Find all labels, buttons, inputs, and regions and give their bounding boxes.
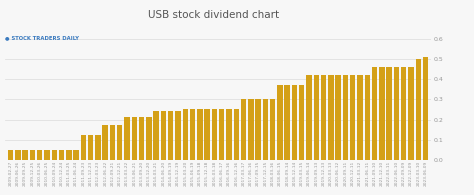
Bar xyxy=(255,99,261,160)
Text: USB stock dividend chart: USB stock dividend chart xyxy=(148,10,279,20)
Bar xyxy=(241,99,246,160)
Bar xyxy=(423,57,428,160)
Bar xyxy=(102,125,108,160)
Bar xyxy=(37,150,42,160)
Bar xyxy=(219,108,224,160)
Bar xyxy=(408,67,414,160)
Bar xyxy=(182,108,188,160)
Bar xyxy=(306,75,312,160)
Bar xyxy=(88,135,93,160)
Bar xyxy=(81,135,86,160)
Bar xyxy=(357,75,363,160)
Bar xyxy=(284,85,290,160)
Bar xyxy=(132,117,137,160)
Bar xyxy=(248,99,254,160)
Bar xyxy=(204,108,210,160)
Bar xyxy=(350,75,356,160)
Bar xyxy=(416,59,421,160)
Bar xyxy=(110,125,115,160)
Bar xyxy=(59,150,64,160)
Bar xyxy=(365,75,370,160)
Bar xyxy=(175,111,181,160)
Bar xyxy=(343,75,348,160)
Bar xyxy=(379,67,384,160)
Bar xyxy=(66,150,72,160)
Bar xyxy=(8,150,13,160)
Bar xyxy=(212,108,217,160)
Bar xyxy=(299,85,304,160)
Bar xyxy=(197,108,202,160)
Bar xyxy=(124,117,130,160)
Bar xyxy=(270,99,275,160)
Bar xyxy=(117,125,122,160)
Bar xyxy=(139,117,144,160)
Bar xyxy=(321,75,326,160)
Bar xyxy=(73,150,79,160)
Bar xyxy=(372,67,377,160)
Bar xyxy=(30,150,35,160)
Bar xyxy=(277,85,283,160)
Bar xyxy=(401,67,406,160)
Bar xyxy=(95,135,100,160)
Text: ● STOCK TRADERS DAILY: ● STOCK TRADERS DAILY xyxy=(5,35,79,40)
Bar xyxy=(15,150,20,160)
Bar xyxy=(226,108,232,160)
Bar xyxy=(328,75,334,160)
Bar xyxy=(44,150,50,160)
Bar xyxy=(394,67,399,160)
Bar xyxy=(161,111,166,160)
Bar xyxy=(386,67,392,160)
Bar xyxy=(292,85,297,160)
Bar xyxy=(52,150,57,160)
Bar xyxy=(146,117,152,160)
Bar xyxy=(314,75,319,160)
Bar xyxy=(234,108,239,160)
Bar xyxy=(263,99,268,160)
Bar xyxy=(168,111,173,160)
Bar xyxy=(336,75,341,160)
Bar xyxy=(154,111,159,160)
Bar xyxy=(190,108,195,160)
Bar xyxy=(22,150,28,160)
